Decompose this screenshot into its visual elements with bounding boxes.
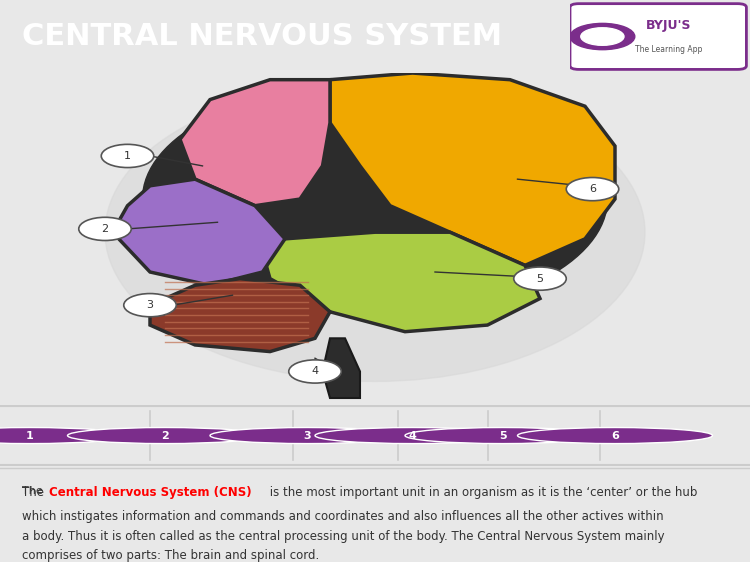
Text: a body. Thus it is often called as the central processing unit of the body. The : a body. Thus it is often called as the c… — [22, 529, 665, 542]
Text: 5: 5 — [536, 274, 544, 284]
Circle shape — [570, 24, 634, 49]
Circle shape — [79, 217, 131, 241]
Text: 4: 4 — [311, 366, 319, 377]
Circle shape — [68, 428, 262, 443]
Text: 1: 1 — [124, 151, 131, 161]
Text: The Learning App: The Learning App — [635, 45, 703, 54]
Text: 2: 2 — [161, 430, 169, 441]
Circle shape — [101, 144, 154, 167]
Text: 3: 3 — [304, 430, 311, 441]
Text: is the most important unit in an organism as it is the ‘center’ or the hub: is the most important unit in an organis… — [266, 486, 697, 498]
Circle shape — [210, 428, 405, 443]
Circle shape — [580, 28, 624, 46]
Text: 3: 3 — [146, 300, 154, 310]
Circle shape — [514, 267, 566, 290]
Text: The: The — [22, 486, 48, 498]
Circle shape — [566, 178, 619, 201]
Text: Central Nervous System (CNS): Central Nervous System (CNS) — [49, 486, 251, 498]
Polygon shape — [112, 179, 285, 285]
Text: Cerebellum: Cerebellum — [319, 430, 386, 441]
Text: The: The — [22, 486, 46, 496]
Text: 5: 5 — [499, 430, 506, 441]
Text: CENTRAL NERVOUS SYSTEM: CENTRAL NERVOUS SYSTEM — [22, 22, 502, 51]
Text: Occipital Lobe: Occipital Lobe — [176, 430, 256, 441]
Text: Spinal Code: Spinal Code — [424, 430, 493, 441]
Text: which instigates information and commands and coordinates and also influences al: which instigates information and command… — [22, 510, 664, 523]
Text: 2: 2 — [101, 224, 109, 234]
FancyBboxPatch shape — [570, 4, 746, 70]
Circle shape — [289, 360, 341, 383]
Circle shape — [315, 428, 510, 443]
Text: Parietal Lobe: Parietal Lobe — [41, 430, 116, 441]
Text: 1: 1 — [26, 430, 34, 441]
Polygon shape — [322, 338, 360, 398]
Text: 4: 4 — [409, 430, 416, 441]
Text: Temporal Lobe: Temporal Lobe — [514, 430, 596, 441]
Text: comprises of two parts: The brain and spinal cord.: comprises of two parts: The brain and sp… — [22, 549, 320, 561]
Circle shape — [518, 428, 712, 443]
Polygon shape — [180, 80, 330, 206]
Text: Friontal Lobe: Friontal Lobe — [626, 430, 700, 441]
Ellipse shape — [142, 83, 608, 315]
Polygon shape — [330, 73, 615, 265]
Circle shape — [405, 428, 600, 443]
Text: 6: 6 — [611, 430, 619, 441]
Circle shape — [124, 293, 176, 317]
Text: BYJU'S: BYJU'S — [646, 19, 692, 32]
Circle shape — [0, 428, 128, 443]
Polygon shape — [262, 232, 540, 332]
Text: 6: 6 — [589, 184, 596, 194]
Ellipse shape — [105, 83, 645, 382]
Polygon shape — [150, 279, 330, 352]
Ellipse shape — [131, 96, 619, 368]
